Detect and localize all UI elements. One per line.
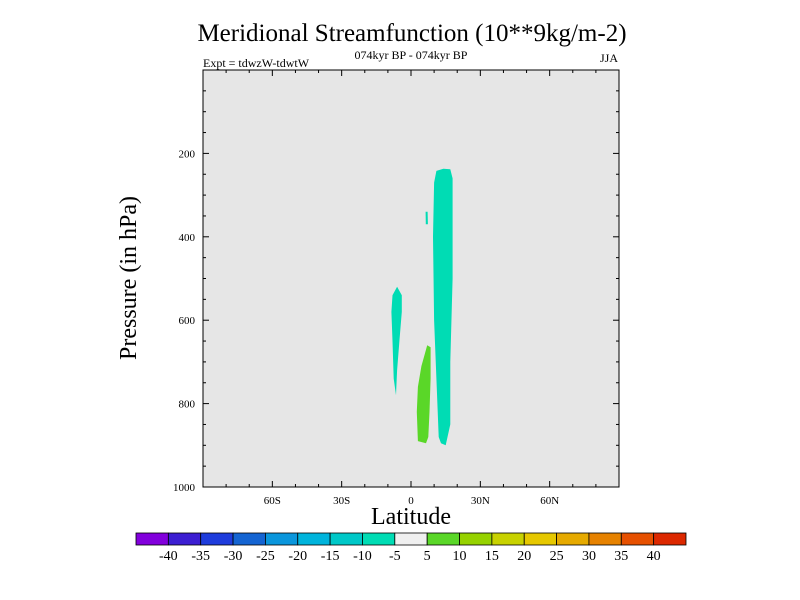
colorbar-swatch (556, 532, 590, 546)
colorbar-swatch (362, 532, 396, 546)
colorbar-label: 20 (517, 549, 531, 564)
colorbar-swatch (426, 532, 460, 546)
colorbar-label: -20 (288, 549, 307, 564)
colorbar-label: -35 (191, 549, 210, 564)
chart-title: Meridional Streamfunction (10**9kg/m-2) (197, 20, 626, 47)
season-label: JJA (600, 51, 618, 65)
colorbar-swatch (491, 532, 525, 546)
colorbar-swatch (200, 532, 234, 546)
colorbar-label: 30 (582, 549, 596, 564)
y-tick-label: 1000 (173, 482, 196, 494)
colorbar-swatch (265, 532, 299, 546)
colorbar-label: -30 (224, 549, 243, 564)
colorbar-label: 10 (453, 549, 467, 564)
colorbar-swatch (523, 532, 557, 546)
colorbar-label: -40 (159, 549, 178, 564)
contour-regions (391, 168, 453, 446)
colorbar-swatch (232, 532, 266, 546)
colorbar-label: 35 (614, 549, 628, 564)
experiment-label: Expt = tdwzW-tdwtW (203, 56, 310, 70)
region-neg-cell-tropics-main (433, 168, 453, 446)
colorbar-swatch (394, 532, 428, 546)
x-tick-label: 60S (264, 495, 281, 507)
y-tick-label: 600 (179, 315, 196, 327)
x-tick-label: 0 (408, 495, 414, 507)
region-neg-cell-south (391, 286, 402, 396)
colorbar-label: -5 (389, 549, 401, 564)
colorbar-swatch (297, 532, 331, 546)
x-tick-label: 30S (333, 495, 350, 507)
colorbar-swatch (167, 532, 202, 546)
colorbar-label: 15 (485, 549, 499, 564)
colorbar-label: -25 (256, 549, 275, 564)
colorbar-swatch (329, 532, 363, 546)
x-axis-label: Latitude (371, 504, 451, 530)
y-axis-label: Pressure (in hPa) (116, 196, 142, 360)
y-tick-label: 200 (179, 148, 196, 160)
colorbar-swatch (588, 532, 622, 546)
plot-area (203, 70, 619, 487)
colorbar: -40 -35 -30 -25 -20 -15 -10 -5 5 10 15 20 25 30 35 40 (135, 532, 687, 564)
colorbar-label: -10 (353, 549, 372, 564)
period-label: 074kyr BP - 074kyr BP (355, 48, 468, 62)
colorbar-swatch (653, 532, 687, 546)
colorbar-label: 40 (647, 549, 661, 564)
y-tick-label: 400 (179, 232, 196, 244)
axis-ticks: 60S 30S 0 30N 60N 200 400 600 800 1000 (173, 70, 619, 507)
region-neg-cell-small (425, 211, 428, 225)
region-pos-cell (416, 345, 431, 444)
colorbar-label: 25 (550, 549, 564, 564)
x-tick-label: 60N (540, 495, 559, 507)
colorbar-swatch (135, 532, 169, 546)
colorbar-swatch (459, 532, 493, 546)
y-tick-label: 800 (179, 399, 196, 411)
x-tick-label: 30N (471, 495, 490, 507)
colorbar-swatch (620, 532, 655, 546)
colorbar-label: 5 (424, 549, 431, 564)
colorbar-label: -15 (321, 549, 340, 564)
